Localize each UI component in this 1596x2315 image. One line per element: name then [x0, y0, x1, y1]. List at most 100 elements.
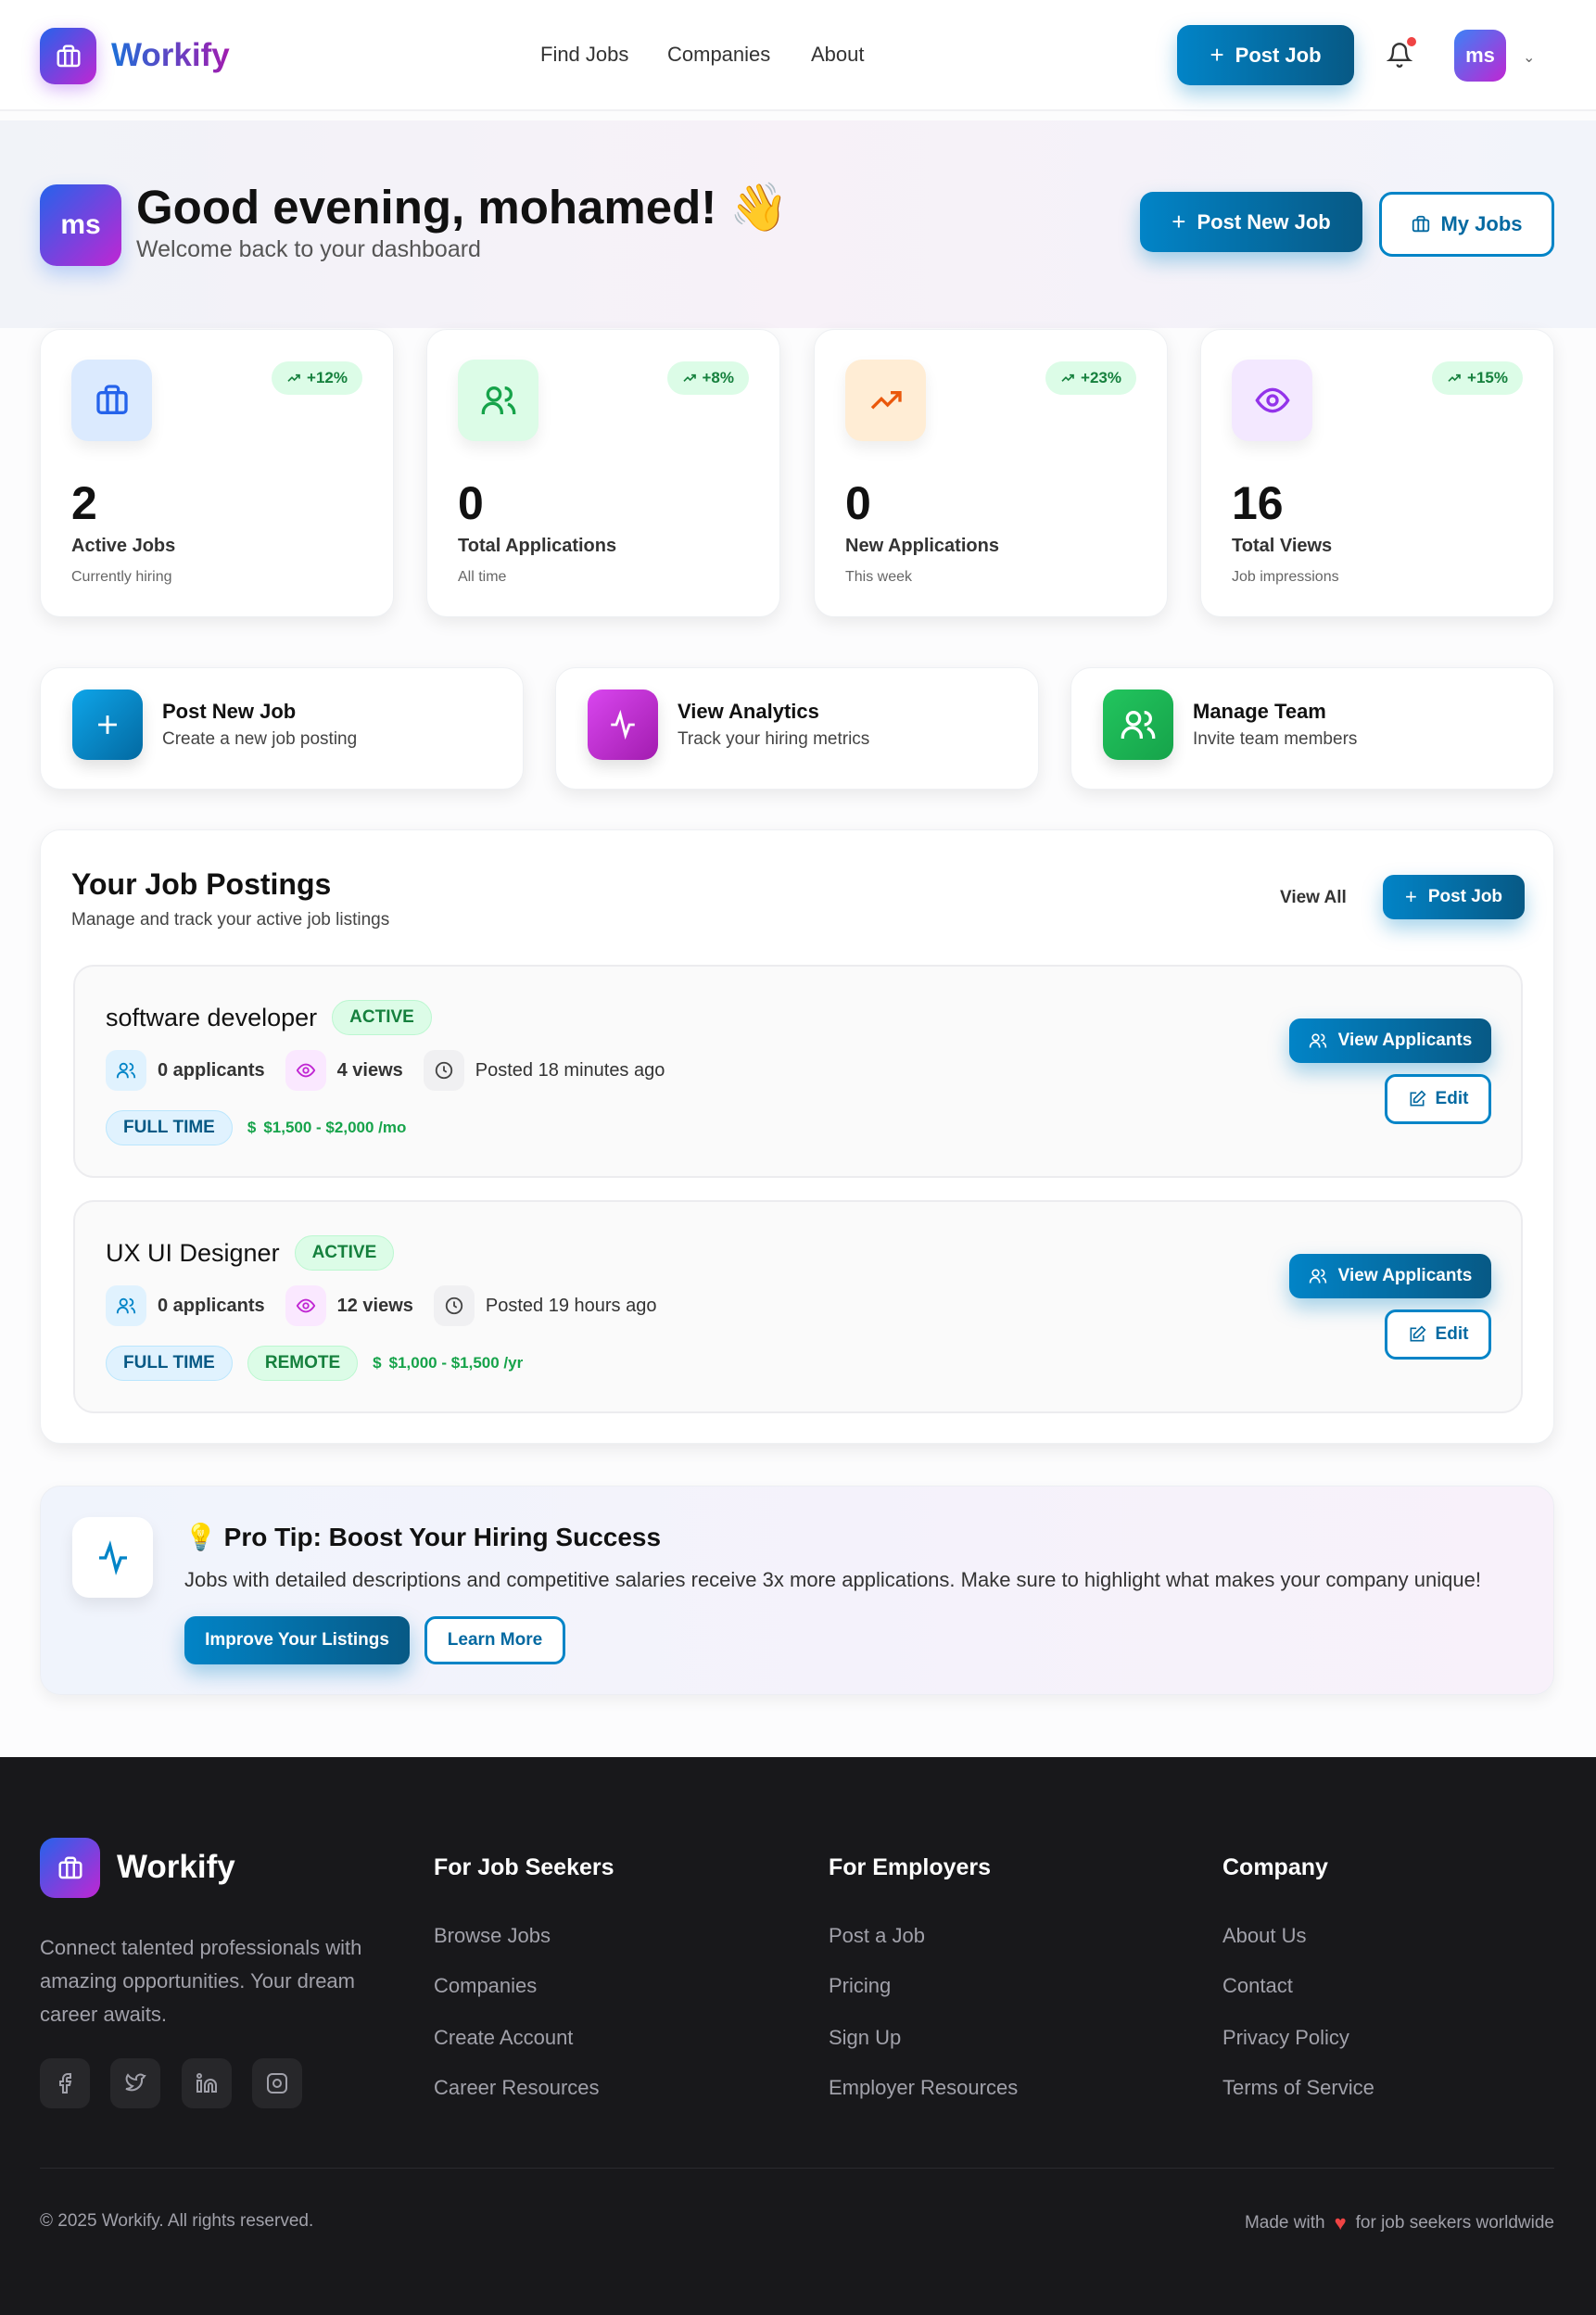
- users-icon: [1309, 1031, 1327, 1050]
- job-card: UX UI Designer ACTIVE 0 applicants 12 vie…: [73, 1200, 1523, 1413]
- stat-card: +8% 0 Total Applications All time: [426, 329, 780, 617]
- footer-link[interactable]: Contact: [1222, 1974, 1293, 1997]
- applicants-count: 0 applicants: [158, 1059, 265, 1081]
- learn-more-button[interactable]: Learn More: [424, 1616, 565, 1664]
- eye-icon: [1232, 360, 1312, 441]
- quick-action-post-new-job[interactable]: Post New Job Create a new job posting: [40, 667, 524, 790]
- greeting-subtitle: Welcome back to your dashboard: [136, 236, 481, 262]
- brand-name[interactable]: Workify: [111, 37, 230, 73]
- stat-sub: Currently hiring: [71, 569, 172, 585]
- quick-action-manage-team[interactable]: Manage Team Invite team members: [1070, 667, 1554, 790]
- job-type-tag: FULL TIME: [106, 1346, 233, 1381]
- stat-card: +15% 16 Total Views Job impressions: [1200, 329, 1554, 617]
- salary: $ $1,000 - $1,500 /yr: [373, 1354, 524, 1372]
- footer-column-title: For Employers: [829, 1854, 992, 1880]
- chevron-down-icon[interactable]: ⌄: [1523, 50, 1536, 66]
- stat-label: Total Views: [1232, 536, 1333, 556]
- activity-icon: [588, 689, 658, 760]
- footer-link[interactable]: Terms of Service: [1222, 2076, 1374, 2099]
- edit-button[interactable]: Edit: [1385, 1309, 1491, 1360]
- users-icon: [106, 1050, 146, 1091]
- view-applicants-button[interactable]: View Applicants: [1289, 1254, 1491, 1298]
- nav-find-jobs[interactable]: Find Jobs: [540, 43, 629, 66]
- stat-value: 0: [845, 477, 871, 529]
- trend-badge: +12%: [272, 361, 362, 395]
- stat-label: Total Applications: [458, 536, 617, 556]
- footer-link[interactable]: Pricing: [829, 1974, 892, 1997]
- post-new-job-button[interactable]: + Post New Job: [1140, 192, 1362, 252]
- post-job-button[interactable]: + Post Job: [1177, 25, 1354, 85]
- nav-about[interactable]: About: [811, 43, 865, 66]
- status-badge: ACTIVE: [332, 1000, 432, 1035]
- footer-link[interactable]: About Us: [1222, 1924, 1307, 1947]
- hero-banner: ms Good evening, mohamed! 👋 Welcome back…: [0, 120, 1596, 328]
- view-all-link[interactable]: View All: [1280, 888, 1347, 907]
- trending-up-icon: [845, 360, 926, 441]
- job-title[interactable]: UX UI Designer: [106, 1238, 280, 1267]
- stat-sub: This week: [845, 569, 913, 585]
- footer-link[interactable]: Sign Up: [829, 2026, 902, 2049]
- hero-avatar: ms: [40, 184, 121, 266]
- view-applicants-button[interactable]: View Applicants: [1289, 1018, 1491, 1063]
- job-type-tag: REMOTE: [247, 1346, 359, 1381]
- trend-badge: +15%: [1432, 361, 1523, 395]
- my-jobs-button[interactable]: My Jobs: [1379, 192, 1554, 257]
- activity-icon: [72, 1517, 153, 1598]
- greeting-title: Good evening, mohamed! 👋: [136, 181, 789, 234]
- job-title[interactable]: software developer: [106, 1003, 318, 1031]
- bell-icon[interactable]: [1387, 37, 1416, 69]
- footer: Workify Connect talented professionals w…: [0, 1757, 1596, 2315]
- status-badge: ACTIVE: [294, 1235, 395, 1271]
- tip-body: Jobs with detailed descriptions and comp…: [184, 1568, 1481, 1591]
- footer-link[interactable]: Employer Resources: [829, 2076, 1019, 2099]
- quick-action-view-analytics[interactable]: View Analytics Track your hiring metrics: [555, 667, 1039, 790]
- improve-listings-button[interactable]: Improve Your Listings: [184, 1616, 410, 1664]
- trend-up-icon: [287, 373, 300, 382]
- footer-brand: Workify: [117, 1849, 235, 1885]
- footer-logo-briefcase-icon: [40, 1838, 100, 1898]
- users-icon: [1103, 689, 1173, 760]
- postings-title: Your Job Postings: [71, 867, 332, 901]
- facebook-icon[interactable]: [40, 2058, 90, 2108]
- footer-divider: [40, 2168, 1554, 2169]
- nav-companies[interactable]: Companies: [667, 43, 771, 66]
- stat-sub: All time: [458, 569, 507, 585]
- clock-icon: [423, 1050, 464, 1091]
- edit-button[interactable]: Edit: [1385, 1074, 1491, 1124]
- twitter-icon[interactable]: [110, 2058, 160, 2108]
- post-job-small-button[interactable]: + Post Job: [1383, 875, 1525, 919]
- tip-title: 💡 Pro Tip: Boost Your Hiring Success: [184, 1523, 662, 1551]
- footer-link[interactable]: Create Account: [434, 2026, 574, 2049]
- stat-label: New Applications: [845, 536, 999, 556]
- footer-description: Connect talented professionals with amaz…: [40, 1936, 362, 2026]
- edit-icon: [1408, 1090, 1426, 1108]
- copyright: © 2025 Workify. All rights reserved.: [40, 2211, 314, 2231]
- stat-value: 0: [458, 477, 484, 529]
- users-icon: [106, 1285, 146, 1326]
- eye-icon: [285, 1285, 326, 1326]
- footer-column-title: Company: [1222, 1854, 1328, 1880]
- footer-link[interactable]: Companies: [434, 1974, 538, 1997]
- logo-briefcase-icon[interactable]: [40, 28, 96, 84]
- trend-up-icon: [682, 373, 696, 382]
- footer-link[interactable]: Privacy Policy: [1222, 2026, 1349, 2049]
- stat-card: +12% 2 Active Jobs Currently hiring: [40, 329, 394, 617]
- linkedin-icon[interactable]: [182, 2058, 232, 2108]
- plus-icon: [72, 689, 143, 760]
- instagram-icon[interactable]: [252, 2058, 302, 2108]
- edit-icon: [1408, 1325, 1426, 1344]
- footer-link[interactable]: Browse Jobs: [434, 1924, 551, 1947]
- dollar-icon: $: [247, 1119, 257, 1136]
- briefcase-icon: [1412, 215, 1430, 233]
- applicants-count: 0 applicants: [158, 1295, 265, 1316]
- plus-icon: +: [1404, 885, 1417, 908]
- notification-dot: [1407, 37, 1416, 46]
- user-avatar[interactable]: ms: [1454, 30, 1506, 82]
- heart-icon: ♥: [1334, 2211, 1347, 2234]
- users-icon: [1309, 1267, 1327, 1285]
- trend-badge: +23%: [1045, 361, 1136, 395]
- footer-link[interactable]: Post a Job: [829, 1924, 925, 1947]
- plus-icon: +: [1172, 208, 1186, 235]
- footer-link[interactable]: Career Resources: [434, 2076, 600, 2099]
- stat-label: Active Jobs: [71, 536, 176, 556]
